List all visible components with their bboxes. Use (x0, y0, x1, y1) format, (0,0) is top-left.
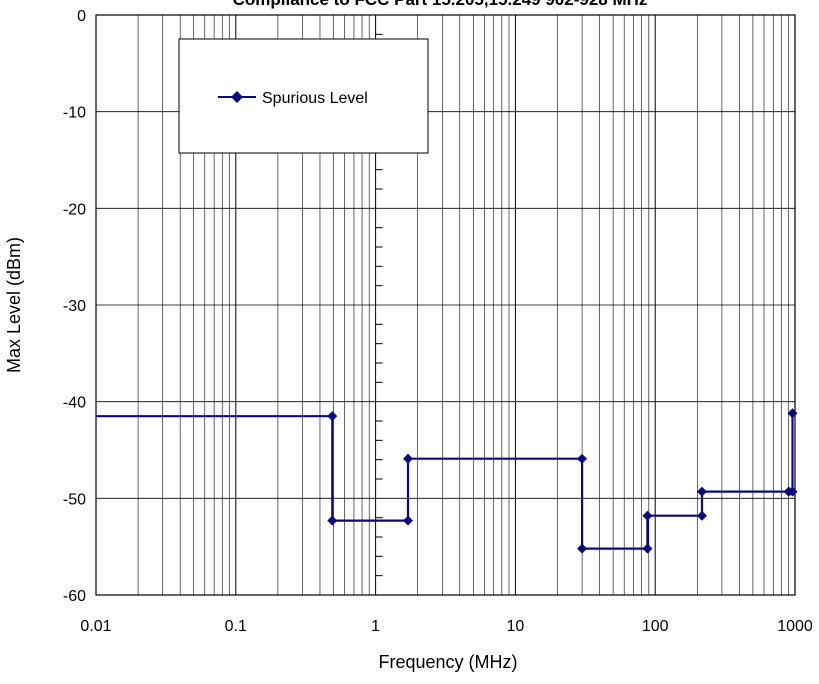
data-point-marker (402, 453, 413, 464)
data-point-marker (642, 543, 653, 554)
y-tick-label: -40 (63, 395, 86, 412)
data-point-marker (402, 515, 413, 526)
y-tick-label: -30 (63, 298, 86, 315)
series-line (96, 413, 794, 550)
legend: Spurious Level (178, 38, 429, 154)
x-tick-label: 1000 (777, 618, 813, 635)
x-tick-label: 100 (642, 618, 669, 635)
axes: 0 -10 -20 -30 -40 -50 -60 0.01 0.1 1 10 100 1000 (63, 8, 813, 635)
data-point-marker (787, 408, 798, 419)
y-tick-label: -60 (63, 588, 86, 605)
data-point-marker (696, 486, 707, 497)
y-tick-label: 0 (77, 8, 86, 25)
data-point-marker (327, 515, 338, 526)
plot-area-border (95, 14, 796, 596)
y-tick-label: -10 (63, 105, 86, 122)
series-layer (96, 408, 798, 554)
data-point-marker (642, 510, 653, 521)
data-point-marker (327, 411, 338, 422)
chart-title: Compliance to FCC Part 15.205,15.249 902… (233, 0, 648, 9)
x-tick-label: 0.01 (80, 618, 111, 635)
x-axis-label: Frequency (MHz) (378, 652, 517, 672)
data-point-marker (577, 543, 588, 554)
data-point-marker (787, 486, 798, 497)
y-tick-label: -20 (63, 201, 86, 218)
x-tick-label: 10 (507, 618, 525, 635)
x-tick-label: 1 (371, 618, 380, 635)
y-axis-label: Max Level (dBm) (4, 237, 24, 373)
legend-marker (231, 91, 243, 103)
x-tick-label: 0.1 (225, 618, 247, 635)
y-tick-label: -50 (63, 491, 86, 508)
legend-label: Spurious Level (262, 90, 368, 107)
data-point-marker (577, 453, 588, 464)
data-point-marker (696, 510, 707, 521)
